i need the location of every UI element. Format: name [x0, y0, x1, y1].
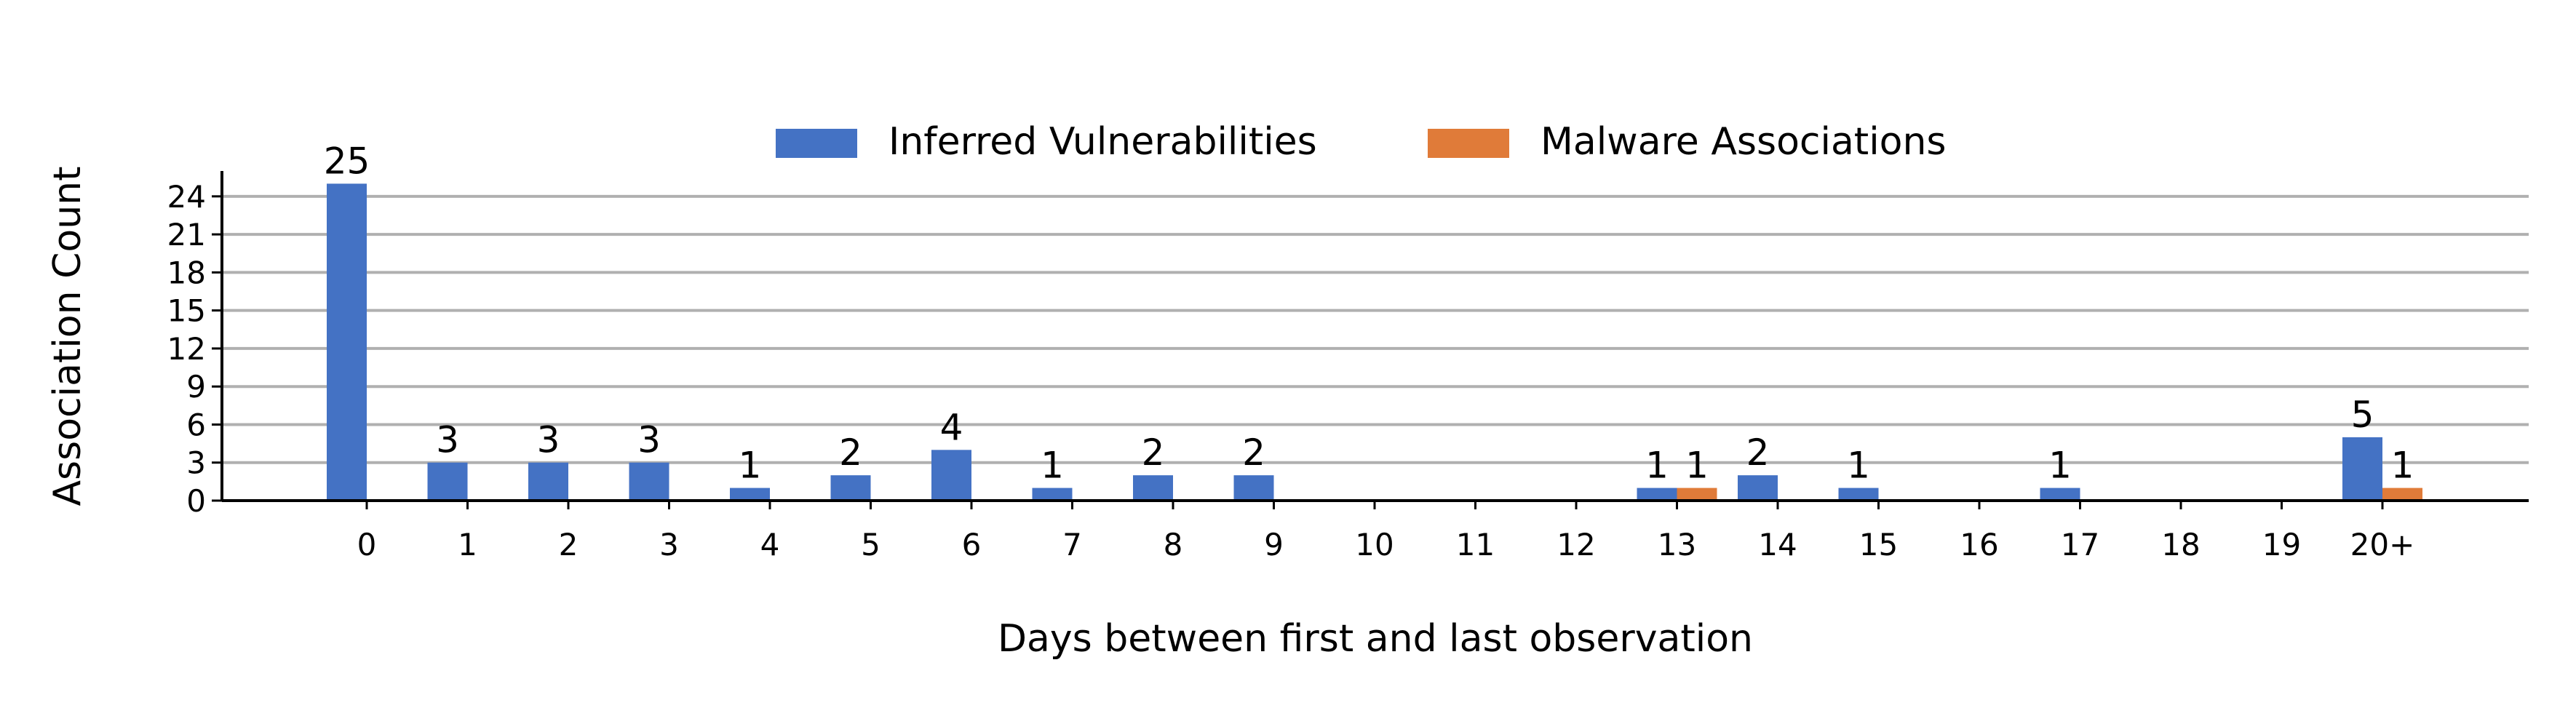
bar-value-label: 1	[1847, 445, 1870, 487]
x-tick-label: 7	[1062, 527, 1082, 562]
x-tick-label: 15	[1859, 527, 1898, 562]
x-tick-label: 10	[1355, 527, 1394, 562]
vulnerability-bar	[730, 488, 770, 501]
x-axis-label: Days between first and last observation	[998, 617, 1753, 661]
legend-swatch	[1428, 129, 1509, 158]
y-tick-label: 24	[167, 179, 206, 215]
vulnerability-bar	[830, 475, 871, 501]
malware-bar	[2382, 488, 2422, 501]
malware-bar	[1677, 488, 1717, 501]
bar-value-label: 3	[537, 419, 560, 461]
bar-value-label: 5	[2351, 394, 2374, 436]
x-tick-label: 18	[2161, 527, 2200, 562]
vulnerability-bar	[1233, 475, 1274, 501]
x-tick-label: 3	[659, 527, 679, 562]
x-tick-label: 19	[2262, 527, 2301, 562]
y-tick-label: 0	[186, 483, 206, 519]
vulnerability-bar	[1738, 475, 1778, 501]
y-tick-label: 12	[167, 331, 206, 367]
bar-value-label: 1	[2391, 445, 2414, 487]
y-tick-label: 15	[167, 293, 206, 329]
y-tick-label: 18	[167, 255, 206, 290]
y-tick-label: 21	[167, 217, 206, 252]
bars	[327, 183, 2422, 501]
bar-value-label: 3	[637, 419, 661, 461]
vulnerability-bar	[1133, 475, 1173, 501]
vulnerability-bar	[1032, 488, 1073, 501]
x-tick-label: 6	[962, 527, 982, 562]
x-tick-label: 17	[2061, 527, 2099, 562]
x-tick-label: 16	[1960, 527, 1998, 562]
bar-value-label: 2	[1746, 431, 1770, 474]
x-tick-label: 20+	[2350, 527, 2415, 562]
y-axis-label: Association Count	[46, 166, 90, 506]
x-tick-label: 1	[458, 527, 477, 562]
grid-lines	[222, 194, 2529, 464]
bar-value-label: 4	[940, 406, 963, 448]
bar-value-label: 2	[1242, 431, 1265, 474]
bar-value-label: 1	[739, 445, 762, 487]
legend: Inferred Vulnerabilities Malware Associat…	[776, 120, 1947, 164]
axes	[220, 171, 2529, 502]
bar-value-label: 2	[1142, 431, 1165, 474]
vulnerability-bar	[931, 450, 971, 501]
x-tick-label: 0	[357, 527, 377, 562]
x-tick-label: 14	[1758, 527, 1797, 562]
x-tick-label: 2	[559, 527, 579, 562]
bar-value-label: 3	[436, 419, 459, 461]
legend-swatch	[776, 129, 857, 158]
bar-value-label: 1	[1685, 445, 1709, 487]
vulnerability-bar	[1838, 488, 1879, 501]
legend-label: Malware Associations	[1541, 120, 1947, 164]
x-tick-label: 4	[760, 527, 780, 562]
vulnerability-bar	[528, 462, 568, 501]
bar-value-label: 1	[1041, 445, 1064, 487]
x-tick-label: 11	[1456, 527, 1495, 562]
bar-value-label: 25	[324, 140, 370, 182]
x-tick-label: 9	[1264, 527, 1284, 562]
y-tick-label: 9	[186, 369, 206, 405]
bar-value-label: 1	[2048, 445, 2072, 487]
bar-labels: 253 3 31 241 2 2 1 1 2 1 151	[324, 140, 2414, 486]
vulnerability-bar	[2342, 437, 2382, 501]
vulnerability-bar	[1637, 488, 1677, 501]
bar-value-label: 2	[839, 431, 862, 474]
x-ticks: 0 1 2 3 4 5 6 7 8 9 10 11 12 13 14 15 16 17 18 19 20+	[357, 501, 2415, 562]
legend-label: Inferred Vulnerabilities	[889, 120, 1317, 164]
vulnerability-bar	[629, 462, 669, 501]
y-tick-label: 6	[186, 407, 206, 442]
x-tick-label: 8	[1164, 527, 1183, 562]
x-tick-label: 12	[1557, 527, 1595, 562]
vulnerability-bar	[2040, 488, 2080, 501]
vulnerability-bar	[427, 462, 468, 501]
y-tick-label: 3	[186, 445, 206, 481]
x-tick-label: 13	[1658, 527, 1696, 562]
vulnerability-bar	[327, 183, 367, 501]
bar-value-label: 1	[1645, 445, 1669, 487]
x-tick-label: 5	[861, 527, 880, 562]
